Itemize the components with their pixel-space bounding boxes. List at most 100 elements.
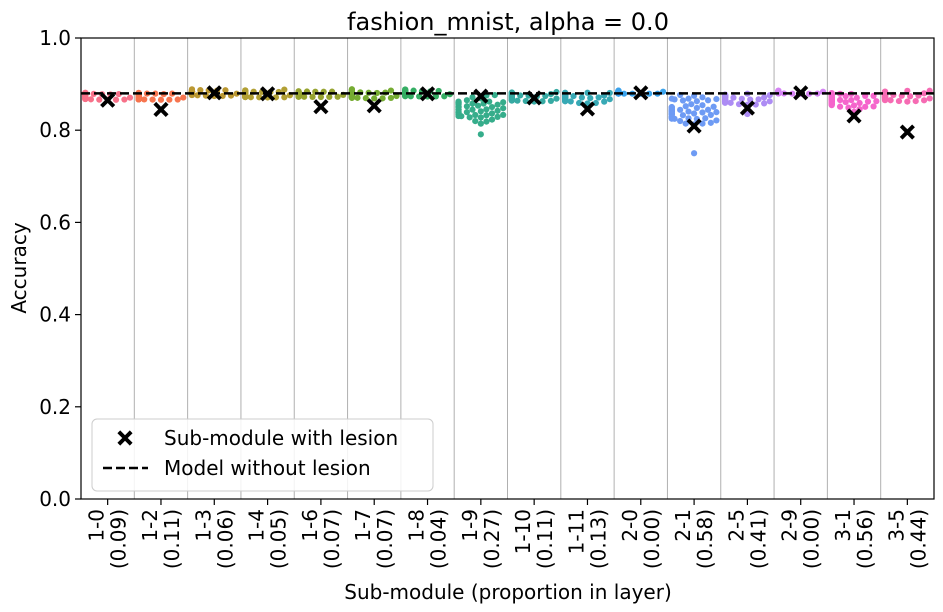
x-tick-name: 1-11: [564, 509, 588, 554]
swarm-point: [926, 95, 933, 102]
swarm-point: [595, 94, 602, 101]
swarm-point: [755, 96, 762, 103]
lesion-marker-1-9: [473, 88, 489, 104]
swarm-point: [668, 95, 675, 102]
lesion-marker-1-3: [206, 85, 222, 101]
x-tick-proportion: (0.09): [107, 509, 131, 569]
swarm-point: [472, 111, 479, 119]
swarm-point: [121, 96, 128, 103]
x-tick-label-3-1: 3-1(0.56): [831, 509, 877, 569]
swarm-point: [679, 97, 687, 104]
swarm-point: [149, 96, 156, 103]
swarm-point: [685, 95, 692, 102]
lesion-marker-2-0: [633, 85, 649, 101]
swarm-point: [887, 97, 894, 104]
x-tick-name: 2-5: [724, 509, 748, 542]
swarm-point: [166, 96, 173, 103]
y-tick-label: 0.6: [39, 210, 71, 234]
swarm-point: [469, 94, 476, 101]
x-tick-label-1-9: 1-9(0.27): [458, 509, 504, 569]
swarm-point: [469, 106, 476, 113]
legend-x-marker-icon: [117, 430, 133, 446]
grid-lines: [133, 38, 882, 499]
swarm-point: [707, 111, 714, 119]
lesion-markers: [100, 85, 915, 140]
legend-label-lesion: Sub-module with lesion: [164, 426, 398, 450]
lesion-marker-2-9: [793, 85, 809, 101]
swarm-point: [486, 98, 493, 105]
swarm-point: [514, 97, 521, 104]
y-axis-title: Accuracy: [7, 222, 31, 313]
y-tick-label: 0.4: [39, 303, 71, 327]
swarm-point: [873, 98, 880, 105]
swarm-point: [96, 96, 103, 103]
legend-label-baseline: Model without lesion: [164, 456, 371, 480]
swarm-point: [842, 93, 849, 100]
swarm-point: [848, 96, 855, 104]
x-tick-label-1-6: 1-6(0.07): [298, 509, 344, 569]
y-axis-ticks: 0.0 0.2 0.4 0.6 0.8 1.0: [39, 26, 81, 511]
swarm-point: [907, 93, 914, 100]
swarm-point: [682, 103, 689, 110]
x-tick-label-2-9: 2-9(0.00): [778, 509, 824, 569]
x-tick-name: 2-0: [618, 509, 642, 542]
swarm-point: [281, 86, 288, 93]
swarm-point: [677, 106, 684, 113]
lesion-marker-3-1: [846, 108, 862, 124]
x-tick-label-1-0: 1-0(0.09): [85, 509, 131, 569]
swarm-point: [483, 106, 490, 113]
swarm-point: [704, 106, 712, 113]
legend-box: [91, 418, 434, 492]
x-tick-proportion: (0.13): [586, 509, 610, 569]
swarm-point: [766, 98, 773, 105]
swarm-point: [477, 131, 484, 138]
lesion-marker-1-7: [366, 98, 382, 114]
swarm-point: [309, 93, 316, 100]
lesion-marker-2-1: [686, 118, 702, 134]
x-tick-name: 1-0: [85, 509, 109, 542]
swarm-point: [895, 97, 903, 105]
swarm-point: [494, 107, 501, 114]
swarm-point: [455, 98, 462, 105]
x-tick-name: 1-8: [405, 509, 429, 542]
swarm-point: [836, 103, 844, 110]
swarm-point: [707, 119, 714, 126]
swarm-point: [912, 98, 919, 105]
swarm-point: [334, 93, 341, 100]
swarm-point: [348, 86, 355, 93]
swarm-point: [488, 116, 496, 123]
x-tick-proportion: (0.07): [320, 509, 344, 569]
swarm-point: [668, 103, 675, 111]
x-tick-proportion: (0.00): [800, 509, 824, 569]
swarm-point: [761, 94, 768, 101]
swarm-point: [326, 93, 333, 101]
lesion-marker-2-5: [739, 100, 755, 116]
swarm-point: [477, 120, 484, 127]
swarm-point: [469, 100, 476, 107]
swarm-point: [606, 96, 613, 103]
x-tick-proportion: (0.58): [693, 509, 717, 569]
x-tick-proportion: (0.07): [373, 509, 397, 569]
x-tick-name: 1-2: [138, 509, 162, 542]
swarm-point: [685, 108, 692, 115]
swarm-point: [488, 110, 496, 117]
swarm-point: [281, 94, 288, 101]
swarm-point: [727, 99, 734, 106]
swarm-point: [704, 97, 712, 104]
swarm-point: [693, 104, 700, 112]
lesion-marker-1-4: [260, 86, 276, 102]
y-tick-label: 0.0: [39, 487, 71, 511]
x-tick-proportion: (0.05): [267, 509, 291, 569]
swarm-point: [500, 99, 507, 106]
x-tick-proportion: (0.11): [160, 509, 184, 569]
swarm-point: [920, 97, 928, 104]
x-tick-label-1-10: 1-10(0.11): [511, 509, 557, 569]
swarm-point: [141, 96, 148, 103]
swarm-point: [157, 96, 165, 103]
swarm-point: [362, 95, 369, 102]
swarm-point: [371, 95, 378, 102]
swarm-point: [828, 89, 835, 97]
x-tick-proportion: (0.11): [533, 509, 557, 569]
x-tick-label-2-0: 2-0(0.00): [618, 509, 664, 569]
